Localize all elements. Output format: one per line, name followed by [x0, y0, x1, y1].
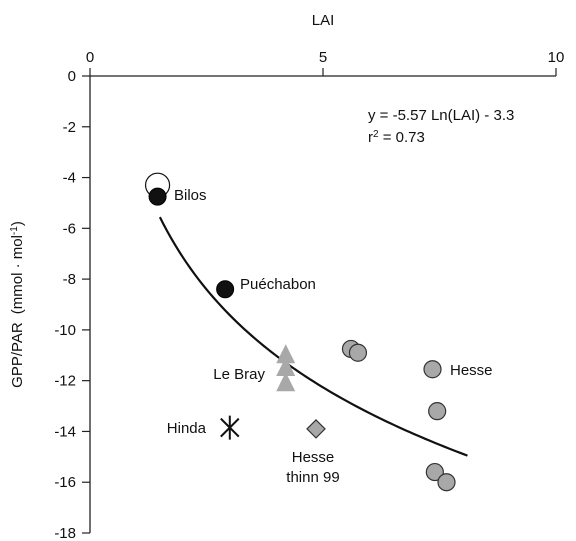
- y-axis-title-unit-exp: -1: [9, 226, 20, 235]
- y-tick-label: -2: [63, 119, 76, 136]
- site-label-pu-chabon: Puéchabon: [240, 276, 316, 293]
- y-tick-label: 0: [68, 68, 76, 85]
- le-bray-point: [276, 372, 296, 392]
- hinda-point: [220, 415, 240, 440]
- x-tick-label: 10: [548, 49, 565, 66]
- x-tick-label: 5: [319, 49, 327, 66]
- r-squared-exponent: 2: [373, 129, 379, 140]
- bilos-point: [148, 187, 167, 206]
- y-tick-label: -6: [63, 220, 76, 237]
- r-squared-label: r2 = 0.73: [368, 129, 425, 146]
- y-axis-title-unit: (mmol · mol: [9, 235, 26, 314]
- y-tick-label: -16: [54, 474, 76, 491]
- y-tick-label: -12: [54, 373, 76, 390]
- site-label-hesse-thinn-99: Hesse thinn 99: [286, 449, 339, 486]
- site-label-bilos: Bilos: [174, 187, 207, 204]
- site-label-hesse: Hesse: [450, 362, 493, 379]
- y-tick-label: -4: [63, 170, 76, 187]
- y-axis-title-main: GPP/PAR: [9, 322, 26, 388]
- le-bray-point: [276, 356, 296, 376]
- y-tick-label: -10: [54, 322, 76, 339]
- y-axis-title: GPP/PAR (mmol · mol-1): [9, 221, 26, 388]
- hesse-thinn-99-point: [306, 419, 326, 439]
- site-label-le-bray: Le Bray: [213, 366, 265, 383]
- r-squared-prefix: r: [368, 129, 373, 146]
- hesse-point: [437, 473, 456, 492]
- site-labels: Bilos Puéchabon Le Bray Hinda Hesse thinn 99 H…: [167, 187, 493, 486]
- y-tick-label: -8: [63, 271, 76, 288]
- hesse-point: [428, 402, 447, 421]
- y-tick-label: -14: [54, 423, 76, 440]
- x-axis-title: LAI: [312, 12, 335, 29]
- pu-chabon-point: [216, 280, 235, 299]
- x-ticks: 0 5 10: [86, 49, 565, 76]
- x-tick-label: 0: [86, 49, 94, 66]
- r-squared-value: = 0.73: [379, 129, 425, 146]
- y-ticks: 0 -2 -4 -6 -8 -10 -12 -14 -16 -18: [54, 68, 90, 541]
- hesse-point: [423, 360, 442, 379]
- hesse-point: [425, 462, 444, 482]
- regression-equation: y = -5.57 Ln(LAI) - 3.3: [368, 107, 514, 124]
- le-bray-point: [276, 344, 296, 364]
- y-axis-title-unit-close: ): [9, 221, 26, 226]
- data-markers: [144, 172, 456, 492]
- fit-curve: [158, 216, 468, 457]
- y-tick-label: -18: [54, 525, 76, 541]
- site-label-hinda: Hinda: [167, 420, 207, 437]
- hesse-point: [348, 343, 368, 362]
